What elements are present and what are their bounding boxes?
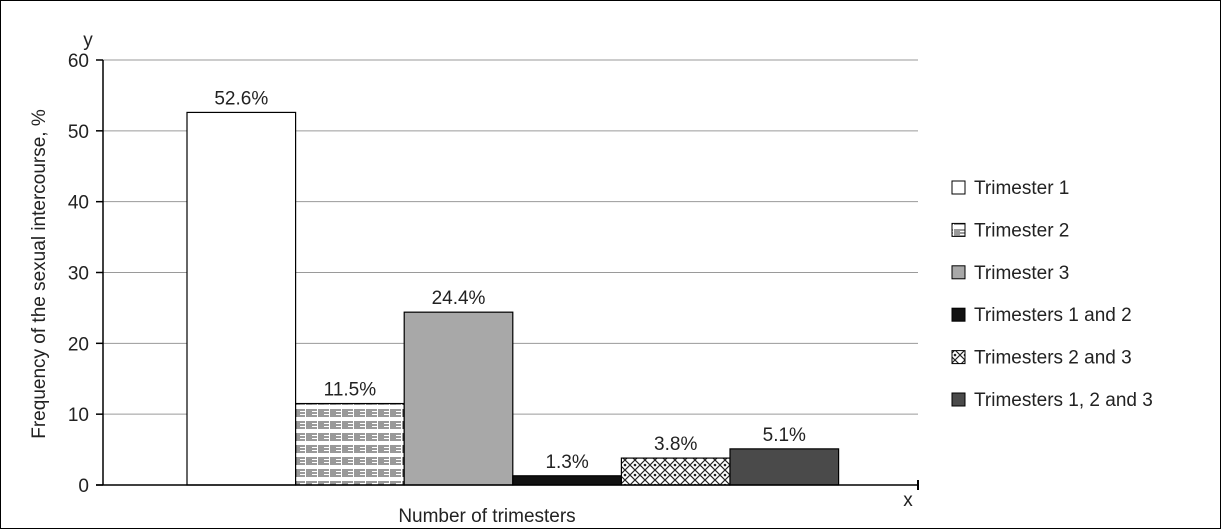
data-label: 52.6% bbox=[214, 88, 268, 109]
legend-swatch bbox=[951, 307, 966, 322]
legend-label: Trimester 2 bbox=[974, 220, 1069, 241]
legend-label: Trimesters 1 and 2 bbox=[974, 305, 1132, 326]
y-tick-labels: 0 10 20 30 40 50 60 bbox=[68, 51, 103, 497]
bar-6 bbox=[729, 448, 840, 486]
data-label: 5.1% bbox=[763, 425, 806, 446]
bar-3 bbox=[403, 311, 514, 486]
y-tick-label: 0 bbox=[78, 476, 89, 497]
y-tick-label: 10 bbox=[68, 405, 89, 426]
data-labels: 52.6% 11.5% 24.4% 1.3% 3.8% 5.1% bbox=[214, 88, 806, 472]
data-label: 24.4% bbox=[432, 288, 486, 309]
data-label: 1.3% bbox=[545, 452, 588, 473]
legend-label: Trimesters 1, 2 and 3 bbox=[974, 390, 1153, 411]
bars bbox=[186, 111, 840, 486]
data-label: 3.8% bbox=[654, 434, 697, 455]
y-tick-label: 50 bbox=[68, 122, 89, 143]
legend-swatch bbox=[951, 265, 966, 280]
bar-1 bbox=[186, 111, 297, 486]
legend-label: Trimester 1 bbox=[974, 178, 1069, 199]
legend-swatch bbox=[951, 350, 966, 365]
bar-4 bbox=[512, 475, 622, 486]
x-axis-title: Number of trimesters bbox=[398, 506, 575, 527]
legend: Trimester 1 Trimester 2 Trimester 3 Trimest… bbox=[951, 178, 1153, 411]
x-axis-letter: x bbox=[903, 490, 913, 511]
legend-swatch bbox=[951, 180, 966, 195]
y-tick-label: 60 bbox=[68, 51, 89, 72]
y-axis-letter: y bbox=[83, 30, 93, 51]
legend-label: Trimester 3 bbox=[974, 263, 1069, 284]
bar-2 bbox=[295, 402, 405, 486]
legend-swatch bbox=[951, 222, 966, 237]
legend-label: Trimesters 2 and 3 bbox=[974, 348, 1132, 369]
legend-swatch bbox=[951, 392, 966, 407]
y-tick-label: 40 bbox=[68, 193, 89, 214]
bar-5 bbox=[620, 457, 731, 486]
y-tick-label: 20 bbox=[68, 334, 89, 355]
y-tick-label: 30 bbox=[68, 264, 89, 285]
data-label: 11.5% bbox=[324, 380, 377, 401]
y-axis-title: Frequency of the sexual intercourse, % bbox=[29, 109, 50, 439]
